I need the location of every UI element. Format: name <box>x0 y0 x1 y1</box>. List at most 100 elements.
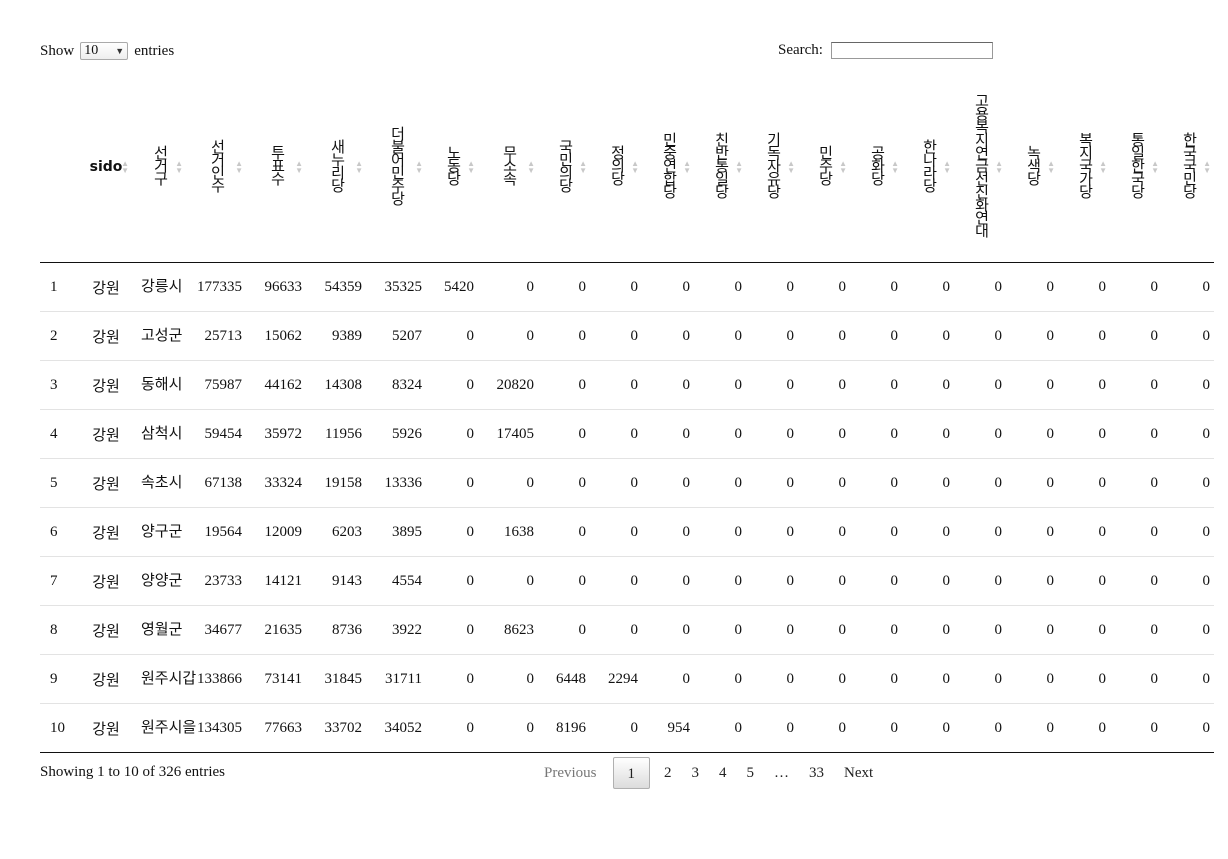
table-cell: 3895 <box>366 507 426 557</box>
table-cell: 속초시 <box>132 458 186 508</box>
table-cell: 강원 <box>80 703 132 753</box>
table-cell: 0 <box>694 605 746 655</box>
table-cell: 0 <box>798 605 850 655</box>
column-header[interactable]: 민중연합당 ▲ ▼ <box>642 72 694 263</box>
next-button[interactable]: Next <box>844 764 874 781</box>
column-header[interactable]: 더불어민주당 ▲ ▼ <box>366 72 426 263</box>
table-cell: 0 <box>642 556 694 606</box>
table-cell: 0 <box>590 458 642 508</box>
table-cell: 5926 <box>366 409 426 459</box>
table-cell: 강원 <box>80 605 132 655</box>
table-cell: 21635 <box>246 605 306 655</box>
table-cell: 15062 <box>246 311 306 361</box>
table-cell: 0 <box>538 605 590 655</box>
column-header[interactable]: 선거인수 ▲ ▼ <box>186 72 246 263</box>
column-header-label: 한국국민당 <box>1180 132 1197 197</box>
table-cell: 0 <box>538 262 590 312</box>
show-label: Show <box>40 42 75 59</box>
table-cell: 12009 <box>246 507 306 557</box>
sort-arrows-icon: ▲ ▼ <box>1203 159 1211 175</box>
column-header <box>40 72 80 263</box>
page-button[interactable]: 33 <box>809 764 824 781</box>
column-header[interactable]: 녹색당 ▲ ▼ <box>1006 72 1058 263</box>
table-cell: 0 <box>954 458 1006 508</box>
table-cell: 96633 <box>246 262 306 312</box>
table-cell: 134305 <box>186 703 246 753</box>
previous-button[interactable]: Previous <box>544 764 597 781</box>
search-input[interactable] <box>830 42 993 59</box>
entries-select[interactable]: 10 ▼ <box>80 42 129 60</box>
table-cell: 0 <box>426 556 478 606</box>
table-cell: 0 <box>902 654 954 704</box>
column-header[interactable]: 선거구 ▲ ▼ <box>132 72 186 263</box>
district-name: 양양군 <box>141 570 183 589</box>
sort-arrows-icon: ▲ ▼ <box>891 159 899 175</box>
column-header[interactable]: 투표수 ▲ ▼ <box>246 72 306 263</box>
column-header[interactable]: 고용복지연금선진화연대 ▲ ▼ <box>954 72 1006 263</box>
table-cell: 강원 <box>80 556 132 606</box>
table-cell: 23733 <box>186 556 246 606</box>
table-cell: 강원 <box>80 507 132 557</box>
table-cell: 0 <box>1006 262 1058 312</box>
column-header[interactable]: 정의당 ▲ ▼ <box>590 72 642 263</box>
table-cell: 0 <box>1162 262 1214 312</box>
table-row: 7 강원 양양군 23733 14121 9143 4554 0 0 0 0 0 0 0 0 0 0 0 0 0 0 0 <box>40 556 1214 606</box>
column-header[interactable]: sido ▲ ▼ <box>80 72 132 263</box>
table-cell: 고성군 <box>132 311 186 361</box>
table-cell: 0 <box>746 262 798 312</box>
sort-arrows-icon: ▲ ▼ <box>579 159 587 175</box>
page-button[interactable]: 2 <box>664 764 672 781</box>
column-header[interactable]: 공화당 ▲ ▼ <box>850 72 902 263</box>
table-cell: 0 <box>426 311 478 361</box>
table-cell: 강원 <box>80 458 132 508</box>
table-cell: 0 <box>902 507 954 557</box>
table-cell: 2 <box>40 311 80 361</box>
table-cell: 0 <box>642 507 694 557</box>
search-control: Search: <box>778 42 993 59</box>
page-button[interactable]: 3 <box>691 764 700 781</box>
table-cell: 0 <box>850 654 902 704</box>
column-header[interactable]: 국민의당 ▲ ▼ <box>538 72 590 263</box>
column-header[interactable]: 노동당 ▲ ▼ <box>426 72 478 263</box>
column-header-label: 국민의당 <box>556 138 573 191</box>
table-cell: 10 <box>40 703 80 753</box>
column-header[interactable]: 한나라당 ▲ ▼ <box>902 72 954 263</box>
table-cell: 0 <box>1162 556 1214 606</box>
table-cell: 0 <box>1006 605 1058 655</box>
table-cell: 0 <box>1058 507 1110 557</box>
table-cell: 0 <box>746 605 798 655</box>
column-header[interactable]: 무소속 ▲ ▼ <box>478 72 538 263</box>
table-cell: 1 <box>40 262 80 312</box>
page-button[interactable]: 4 <box>719 764 727 781</box>
column-header-label: 정의당 <box>608 145 625 184</box>
table-cell: 양양군 <box>132 556 186 606</box>
table-cell: 0 <box>746 458 798 508</box>
table-cell: 34677 <box>186 605 246 655</box>
table-cell: 삼척시 <box>132 409 186 459</box>
table-cell: 0 <box>1058 262 1110 312</box>
column-header[interactable]: 민주당 ▲ ▼ <box>798 72 850 263</box>
page-button[interactable]: 1 <box>612 757 650 789</box>
table-cell: 0 <box>1110 703 1162 753</box>
table-cell: 0 <box>1006 556 1058 606</box>
table-cell: 0 <box>798 654 850 704</box>
table-cell: 0 <box>1162 409 1214 459</box>
district-name: 양구군 <box>141 521 183 540</box>
table-cell: 영월군 <box>132 605 186 655</box>
column-header[interactable]: 새누리당 ▲ ▼ <box>306 72 366 263</box>
column-header[interactable]: 기독자유당 ▲ ▼ <box>746 72 798 263</box>
table-cell: 133866 <box>186 654 246 704</box>
table-cell: 0 <box>902 360 954 410</box>
table-row: 1 강원 강릉시 177335 96633 54359 35325 5420 0 0 0 0 0 0 0 0 0… <box>40 262 1214 312</box>
table-cell: 0 <box>478 703 538 753</box>
sort-arrows-icon: ▲ ▼ <box>631 159 639 175</box>
column-header[interactable]: 통일한국당 ▲ ▼ <box>1110 72 1162 263</box>
sort-arrows-icon: ▲ ▼ <box>295 159 303 175</box>
table-cell: 원주시을 <box>132 703 196 753</box>
table-cell: 5 <box>40 458 80 508</box>
table-cell: 0 <box>694 507 746 557</box>
column-header[interactable]: 한국국민당 ▲ ▼ <box>1162 72 1214 263</box>
page-button[interactable]: 5 <box>746 764 755 781</box>
column-header[interactable]: 친반통일당 ▲ ▼ <box>694 72 746 263</box>
column-header[interactable]: 복지국가당 ▲ ▼ <box>1058 72 1110 263</box>
